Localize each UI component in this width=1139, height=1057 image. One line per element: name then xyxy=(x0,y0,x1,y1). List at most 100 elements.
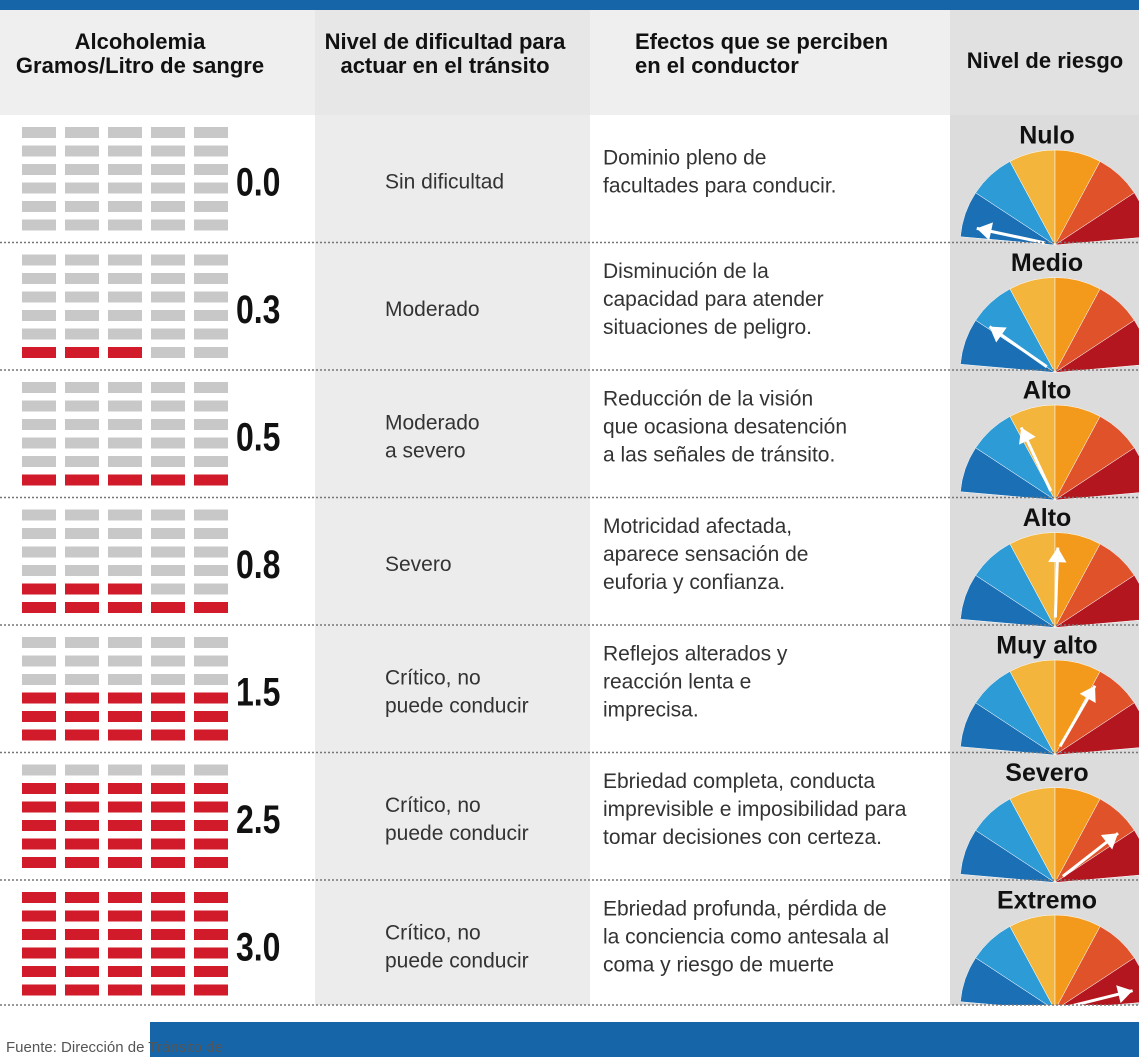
gauge xyxy=(960,277,1139,373)
empty-cell xyxy=(22,182,56,194)
empty-cell xyxy=(194,254,228,266)
empty-cell xyxy=(22,273,56,284)
empty-cell xyxy=(151,201,185,212)
empty-cell xyxy=(22,164,56,175)
empty-cell xyxy=(65,201,99,212)
filled-cell xyxy=(194,801,228,813)
filled-cell xyxy=(22,820,56,831)
empty-cell xyxy=(151,456,185,467)
effect-text: que ocasiona desatención xyxy=(603,416,847,439)
filled-cell xyxy=(194,929,228,940)
empty-cell xyxy=(108,219,142,231)
filled-cell xyxy=(108,966,142,977)
gauge xyxy=(960,532,1139,628)
empty-cell xyxy=(194,328,228,340)
empty-cell xyxy=(65,509,99,521)
empty-cell xyxy=(194,201,228,212)
empty-cell xyxy=(22,437,56,449)
filled-cell xyxy=(65,929,99,940)
filled-cell xyxy=(65,783,99,794)
empty-cell xyxy=(151,528,185,539)
filled-cell xyxy=(65,892,99,903)
filled-cell xyxy=(108,692,142,704)
empty-cell xyxy=(194,400,228,412)
empty-cell xyxy=(108,273,142,284)
filled-cell xyxy=(194,910,228,922)
filled-cell xyxy=(108,602,142,613)
filled-cell xyxy=(22,910,56,922)
empty-cell xyxy=(22,528,56,539)
effect-text: tomar decisiones con certeza. xyxy=(603,826,882,849)
empty-cell xyxy=(108,637,142,648)
empty-cell xyxy=(22,328,56,340)
filled-cell xyxy=(108,347,142,358)
empty-cell xyxy=(194,764,228,776)
risk-label: Severo xyxy=(1005,759,1088,787)
empty-cell xyxy=(151,347,185,358)
empty-cell xyxy=(65,546,99,558)
filled-cell xyxy=(65,838,99,850)
effect-text: imprevisible e imposibilidad para xyxy=(603,798,907,821)
filled-cell xyxy=(65,910,99,922)
filled-cell xyxy=(194,474,228,486)
empty-cell xyxy=(22,655,56,667)
risk-label: Alto xyxy=(1023,504,1072,532)
empty-cell xyxy=(108,400,142,412)
empty-cell xyxy=(22,509,56,521)
effect-text: Motricidad afectada, xyxy=(603,515,792,538)
empty-cell xyxy=(151,419,185,430)
empty-cell xyxy=(194,637,228,648)
empty-cell xyxy=(151,674,185,685)
empty-cell xyxy=(194,382,228,393)
empty-cell xyxy=(108,164,142,175)
empty-cell xyxy=(151,583,185,595)
gauge xyxy=(960,787,1139,883)
filled-cell xyxy=(22,838,56,850)
level-value: 0.5 xyxy=(236,414,280,459)
empty-cell xyxy=(108,546,142,558)
empty-cell xyxy=(151,145,185,157)
empty-cell xyxy=(108,528,142,539)
empty-cell xyxy=(151,328,185,340)
empty-cell xyxy=(151,273,185,284)
empty-cell xyxy=(194,291,228,303)
empty-cell xyxy=(22,546,56,558)
gauge-sector xyxy=(1054,447,1139,501)
empty-cell xyxy=(194,347,228,358)
filled-cell xyxy=(194,820,228,831)
needle-head xyxy=(1079,685,1096,703)
empty-cell xyxy=(22,674,56,685)
header-bg xyxy=(0,10,1139,115)
top-bar xyxy=(0,0,1139,10)
filled-cell xyxy=(22,857,56,868)
empty-cell xyxy=(65,127,99,138)
empty-cell xyxy=(65,419,99,430)
empty-cell xyxy=(151,310,185,321)
empty-cell xyxy=(108,145,142,157)
needle-head xyxy=(1116,985,1133,1004)
filled-cell xyxy=(108,711,142,722)
column-header: Alcoholemia xyxy=(75,29,207,54)
empty-cell xyxy=(108,456,142,467)
filled-cell xyxy=(108,474,142,486)
difficulty-text: Moderado xyxy=(385,298,480,321)
filled-cell xyxy=(65,583,99,595)
filled-cell xyxy=(151,783,185,794)
gauge xyxy=(960,914,1139,1005)
empty-cell xyxy=(151,565,185,576)
filled-cell xyxy=(194,892,228,903)
effect-text: Ebriedad completa, conducta xyxy=(603,770,875,793)
filled-cell xyxy=(194,838,228,850)
empty-cell xyxy=(194,546,228,558)
empty-cell xyxy=(194,583,228,595)
filled-cell xyxy=(22,583,56,595)
difficulty-text: Crítico, no xyxy=(385,922,481,945)
risk-label: Muy alto xyxy=(996,632,1097,660)
empty-cell xyxy=(108,655,142,667)
empty-cell xyxy=(194,437,228,449)
filled-cell xyxy=(65,966,99,977)
empty-cell xyxy=(108,437,142,449)
filled-cell xyxy=(65,820,99,831)
filled-cell xyxy=(151,838,185,850)
filled-cell xyxy=(108,801,142,813)
